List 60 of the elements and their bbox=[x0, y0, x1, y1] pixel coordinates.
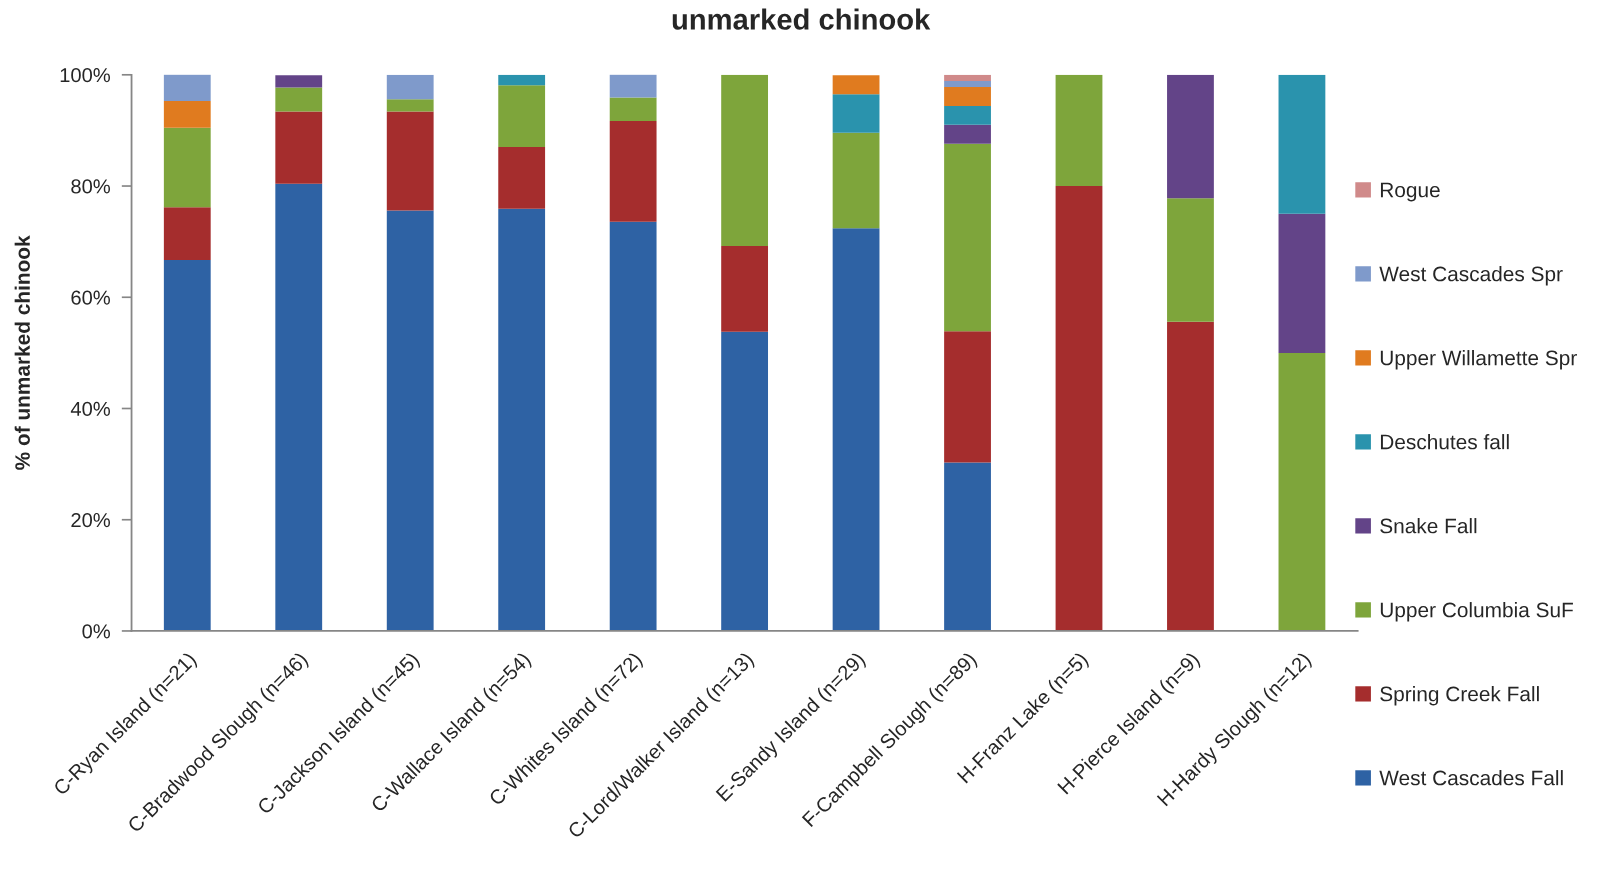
legend-label: Upper Willamette Spr bbox=[1380, 350, 1577, 370]
bar bbox=[498, 147, 546, 209]
bar bbox=[944, 74, 991, 81]
bar bbox=[944, 87, 991, 106]
bar bbox=[386, 111, 434, 211]
bar bbox=[1278, 74, 1326, 214]
bar bbox=[1167, 321, 1214, 631]
y-tick-label: 80% bbox=[71, 179, 110, 194]
bar bbox=[609, 221, 657, 631]
bar bbox=[721, 331, 769, 631]
legend-label: Deschutes fall bbox=[1380, 434, 1509, 450]
bar bbox=[944, 143, 991, 332]
bar bbox=[386, 210, 434, 631]
bar bbox=[609, 74, 657, 98]
bar bbox=[944, 331, 991, 463]
bar bbox=[609, 120, 657, 222]
bar bbox=[498, 74, 546, 86]
bar bbox=[386, 99, 434, 112]
legend-label: Spring Creek Fall bbox=[1380, 686, 1539, 706]
y-tick-label: 60% bbox=[71, 290, 110, 305]
bar bbox=[275, 111, 323, 184]
bar bbox=[163, 260, 211, 631]
bar bbox=[275, 75, 323, 88]
y-tick-label: 40% bbox=[70, 401, 110, 416]
bar bbox=[498, 208, 546, 631]
legend-label: West Cascades Fall bbox=[1379, 770, 1563, 786]
bar bbox=[163, 207, 211, 260]
bar bbox=[386, 74, 434, 100]
legend-label: Rogue bbox=[1380, 182, 1440, 202]
bar bbox=[1167, 198, 1214, 322]
bar bbox=[275, 183, 323, 631]
bar bbox=[275, 87, 323, 112]
bar bbox=[498, 85, 546, 148]
bar bbox=[944, 124, 991, 144]
bar bbox=[832, 228, 880, 631]
bar bbox=[944, 80, 991, 88]
bar bbox=[832, 75, 880, 95]
bar bbox=[944, 462, 991, 631]
bar bbox=[163, 100, 211, 128]
y-axis-title: % of unmarked chinook bbox=[14, 235, 30, 470]
y-tick-label: 100% bbox=[60, 68, 110, 83]
legend-label: West Cascades Spr bbox=[1379, 266, 1563, 286]
bar bbox=[832, 132, 880, 229]
bar bbox=[721, 246, 769, 332]
bar bbox=[721, 74, 769, 247]
bar bbox=[163, 74, 211, 101]
y-tick-label: 20% bbox=[71, 512, 110, 528]
legend-label: Snake Fall bbox=[1380, 518, 1477, 534]
bar bbox=[944, 105, 991, 125]
bar bbox=[832, 94, 880, 133]
bar bbox=[163, 127, 211, 208]
bar bbox=[1278, 352, 1326, 631]
bar bbox=[609, 97, 657, 121]
chart-title: unmarked chinook bbox=[672, 8, 931, 30]
bar bbox=[1055, 74, 1103, 187]
bar bbox=[1278, 213, 1326, 353]
bar bbox=[1055, 186, 1103, 631]
legend-label: Upper Columbia SuF bbox=[1380, 602, 1573, 622]
y-tick-label: 0% bbox=[82, 624, 110, 639]
bar bbox=[1167, 74, 1214, 199]
